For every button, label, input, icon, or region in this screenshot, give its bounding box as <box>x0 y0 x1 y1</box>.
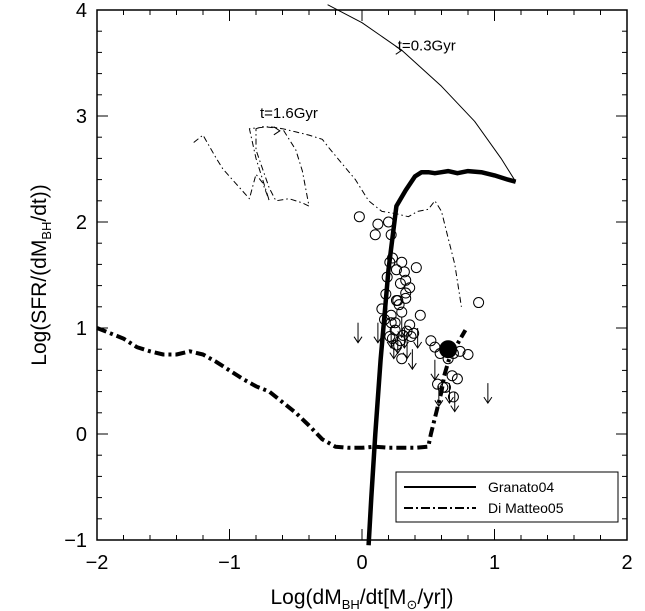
data-point-open <box>396 256 408 268</box>
x-tick-label: 1 <box>489 552 500 574</box>
data-point-open <box>353 211 365 223</box>
track-arrow-0.3gyr <box>395 45 403 55</box>
data-point-open <box>396 306 408 318</box>
data-point-open <box>408 327 420 339</box>
data-point-open <box>380 288 392 300</box>
data-point-open <box>439 381 451 393</box>
upper-limit-arrow-head <box>402 352 412 360</box>
data-point-open <box>381 271 393 283</box>
x-tick-label: 0 <box>356 552 367 574</box>
data-point-open <box>369 229 381 241</box>
x-tick-label: −2 <box>86 552 109 574</box>
legend-box <box>395 471 619 523</box>
data-point-open <box>393 299 405 311</box>
data-point-open <box>400 287 412 299</box>
data-point-open <box>390 264 402 276</box>
y-tick-label: 1 <box>76 318 87 340</box>
data-point-open <box>451 373 463 385</box>
series-layer <box>96 4 517 546</box>
upper-limit-arrow-head <box>389 352 399 360</box>
data-point-open <box>392 294 404 306</box>
time-annotation: t=1.6Gyr <box>260 105 318 122</box>
upper-limit-arrow-head <box>434 400 444 408</box>
data-point-open <box>410 262 422 274</box>
y-tick-label: 2 <box>76 212 87 234</box>
y-tick-label: −1 <box>64 530 87 552</box>
annotations: t=0.3Gyr t=1.6Gyr <box>260 37 456 136</box>
data-point-open <box>389 317 401 329</box>
data-point-open <box>432 378 444 390</box>
x-tick-label: 2 <box>621 552 632 574</box>
upper-limit-arrow-head <box>413 341 423 349</box>
y-axis-title: Log(SFR/(dMBH/dt)) <box>28 184 54 365</box>
upper-limit-arrow-head <box>407 362 417 371</box>
upper-limit-arrow-head <box>445 396 454 405</box>
legend-label-dimatteo05: Di Matteo05 <box>488 500 564 516</box>
data-point-open <box>437 381 449 393</box>
tick-marks <box>96 9 628 541</box>
data-point-open <box>446 370 458 382</box>
series-1-line <box>366 168 517 546</box>
data-point-open <box>385 229 397 241</box>
data-point-open <box>386 252 398 264</box>
x-tick-label: −1 <box>218 552 241 574</box>
data-point-open <box>394 277 406 289</box>
series-3-line <box>96 326 468 450</box>
series-0-line <box>327 4 517 182</box>
y-tick-label: 3 <box>76 106 87 128</box>
upper-limit-arrow-head <box>393 347 403 355</box>
upper-limit-arrow-head <box>430 373 440 381</box>
upper-limit-arrow-head <box>353 336 363 344</box>
legend-label-granato04: Granato04 <box>488 479 554 495</box>
time-annotation: t=0.3Gyr <box>398 37 456 54</box>
data-point-open <box>447 391 459 403</box>
data-point-open <box>425 335 437 347</box>
data-point-open <box>414 309 426 321</box>
y-tick-label: 0 <box>76 424 87 446</box>
data-point-open <box>473 297 485 309</box>
plot-frame <box>96 9 628 541</box>
data-point-open <box>376 303 388 315</box>
upper-limit-arrow-head <box>373 336 383 344</box>
data-point-open <box>398 266 410 278</box>
legend: Granato04 Di Matteo05 <box>395 471 619 523</box>
data-point-open <box>372 218 384 230</box>
series-2-line <box>193 126 462 307</box>
data-point-open <box>462 349 474 360</box>
data-point-open <box>400 292 412 304</box>
track-arrow-1.6gyr <box>273 126 281 136</box>
data-point-open <box>384 330 396 342</box>
data-point-filled <box>439 340 458 359</box>
upper-limit-arrow-head <box>483 396 493 405</box>
x-axis-title: Log(dMBH/dt[M⊙/yr]) <box>270 586 453 611</box>
y-tick-label: 4 <box>76 0 87 22</box>
upper-limit-arrow-head <box>450 405 460 413</box>
data-point-open <box>383 216 394 228</box>
